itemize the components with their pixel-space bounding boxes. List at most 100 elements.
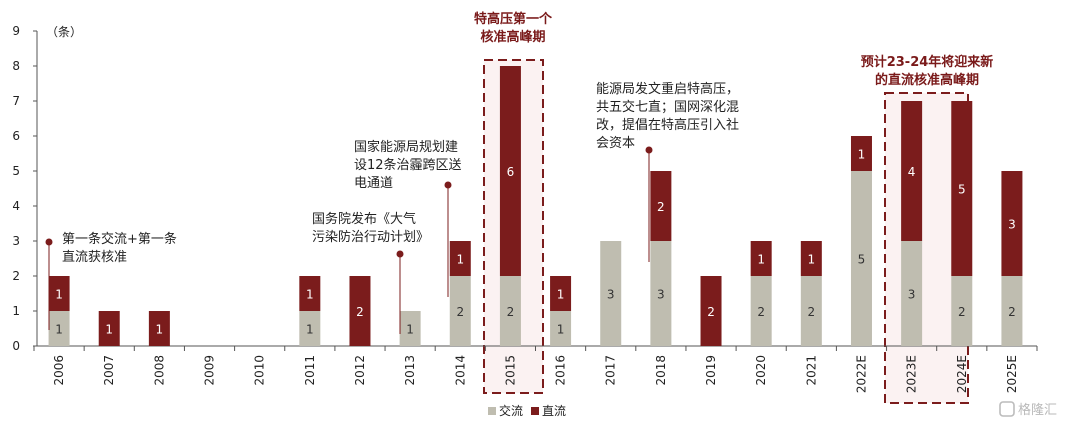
bar-value-label: 1 (557, 323, 565, 337)
bar-ac-2024E (951, 276, 973, 346)
bar-dc-2011 (299, 276, 321, 311)
bar-value-label: 5 (858, 253, 866, 267)
bar-dc-2012 (349, 276, 371, 346)
legend-label: 交流 (499, 403, 523, 418)
bar-ac-2014 (449, 276, 471, 346)
annotation-pin-dot (396, 250, 404, 258)
bar-value-label: 3 (908, 288, 916, 302)
bar-value-label: 1 (858, 148, 866, 162)
bar-ac-2023E (901, 241, 923, 346)
x-tick-label: 2017 (604, 355, 618, 386)
bar-value-label: 2 (1008, 305, 1016, 319)
bar-value-label: 1 (306, 288, 314, 302)
y-tick-label: 4 (12, 199, 20, 213)
bar-value-label: 2 (757, 305, 765, 319)
annotation-text: 电通道 (354, 176, 393, 191)
bar-ac-2011 (299, 311, 321, 346)
bar-value-label: 2 (958, 305, 966, 319)
annotation-text: 国务院发布《大气 (312, 211, 416, 227)
bar-value-label: 5 (958, 183, 966, 197)
y-tick-label: 7 (12, 94, 20, 108)
y-tick-label: 8 (12, 59, 20, 73)
bar-value-label: 1 (456, 253, 464, 267)
y-tick-label: 2 (12, 269, 20, 283)
x-tick-label: 2013 (403, 355, 417, 386)
x-tick-label: 2023E (905, 355, 919, 393)
annotation-text: 第一条交流+第一条 (62, 231, 177, 247)
bar-ac-2025E (1001, 276, 1023, 346)
x-tick-label: 2019 (704, 355, 718, 386)
bar-value-label: 1 (105, 323, 113, 337)
bar-ac-2020 (750, 276, 772, 346)
bar-dc-2014 (449, 241, 471, 276)
highlight-label: 预计23-24年将迎来新 (861, 54, 994, 70)
bar-ac-2022E (850, 171, 872, 346)
bar-ac-2016 (550, 311, 572, 346)
bar-value-label: 1 (156, 323, 164, 337)
bar-value-label: 2 (456, 305, 464, 319)
x-tick-label: 2024E (955, 355, 969, 393)
bar-dc-2021 (800, 241, 822, 276)
y-tick-label: 6 (12, 129, 20, 143)
axis-layer: 0 1 2 3 4 5 6 7 8 9 （条） 2006 2007 2008 2009 2010 2011 201… (12, 24, 1038, 393)
x-tick-label: 2025E (1005, 355, 1019, 393)
bar-ac-2018 (650, 241, 672, 346)
x-tick-label: 2012 (353, 355, 367, 386)
bar-dc-2015 (499, 66, 521, 276)
bar-ac-2013 (399, 311, 421, 346)
bar-dc-2023E (901, 101, 923, 241)
bar-ac-2006 (48, 311, 70, 346)
annotation-text: 改，提倡在特高压引入社 (596, 117, 739, 133)
bar-value-label: 2 (657, 200, 665, 214)
y-tick-label: 5 (12, 164, 20, 178)
annotation-pin-dot (444, 181, 452, 189)
annotation-text: 能源局发文重启特高压， (596, 81, 739, 97)
watermark-logo-icon (999, 401, 1015, 417)
bar-dc-2025E (1001, 171, 1023, 276)
watermark-text: 格隆汇 (1018, 402, 1057, 418)
annotation-text: 会资本 (596, 136, 635, 151)
legend-label: 直流 (542, 404, 566, 418)
x-tick-label: 2022E (854, 355, 868, 393)
bar-value-label: 1 (808, 253, 816, 267)
x-tick-label: 2009 (203, 355, 217, 386)
bar-ac-2017 (600, 241, 622, 346)
bar-value-label: 2 (507, 305, 515, 319)
bar-dc-2007 (98, 311, 120, 346)
x-tick-label: 2020 (754, 355, 768, 386)
x-tick-label: 2014 (453, 355, 467, 386)
bar-dc-2019 (700, 276, 722, 346)
x-tick-label: 2010 (253, 355, 267, 386)
bar-value-label: 3 (607, 288, 615, 302)
annotation-text: 污染防治行动计划》 (312, 229, 429, 245)
bar-layer: 1 1 1 1 1 1 2 1 2 1 2 6 1 1 3 3 2 2 2 1 2 1 5 1 3 4 2 5 2 3 (48, 66, 1023, 346)
y-unit-label: （条） (46, 25, 82, 39)
x-tick-label: 2018 (654, 355, 668, 386)
x-tick-label: 2007 (102, 355, 116, 386)
y-tick-label: 1 (12, 304, 20, 318)
bar-value-label: 6 (507, 165, 515, 179)
x-tick-label: 2008 (152, 355, 166, 386)
bar-value-label: 1 (557, 288, 565, 302)
highlight-label: 核准高峰期 (480, 29, 545, 45)
bar-value-label: 4 (908, 165, 916, 179)
bar-ac-2015 (499, 276, 521, 346)
x-tick-label: 2015 (503, 355, 517, 386)
bar-value-label: 1 (306, 323, 314, 337)
bar-dc-2016 (550, 276, 572, 311)
legend-swatch-ac (488, 407, 496, 415)
bar-value-label: 1 (757, 253, 765, 267)
x-tick-label: 2021 (804, 355, 818, 386)
annotation-text: 设12条治霾跨区送 (354, 157, 462, 173)
bar-value-label: 2 (808, 305, 816, 319)
annotation-pin-dot (45, 238, 53, 246)
x-tick-label: 2016 (554, 355, 568, 386)
bar-value-label: 3 (1008, 218, 1016, 232)
highlight-label: 的直流核准高峰期 (875, 72, 979, 88)
annotation-text: 直流获核准 (62, 250, 127, 265)
x-tick-label: 2006 (52, 355, 66, 386)
bar-dc-2024E (951, 101, 973, 276)
y-tick-label: 3 (12, 234, 20, 248)
annotation-text: 国家能源局规划建 (354, 139, 458, 155)
